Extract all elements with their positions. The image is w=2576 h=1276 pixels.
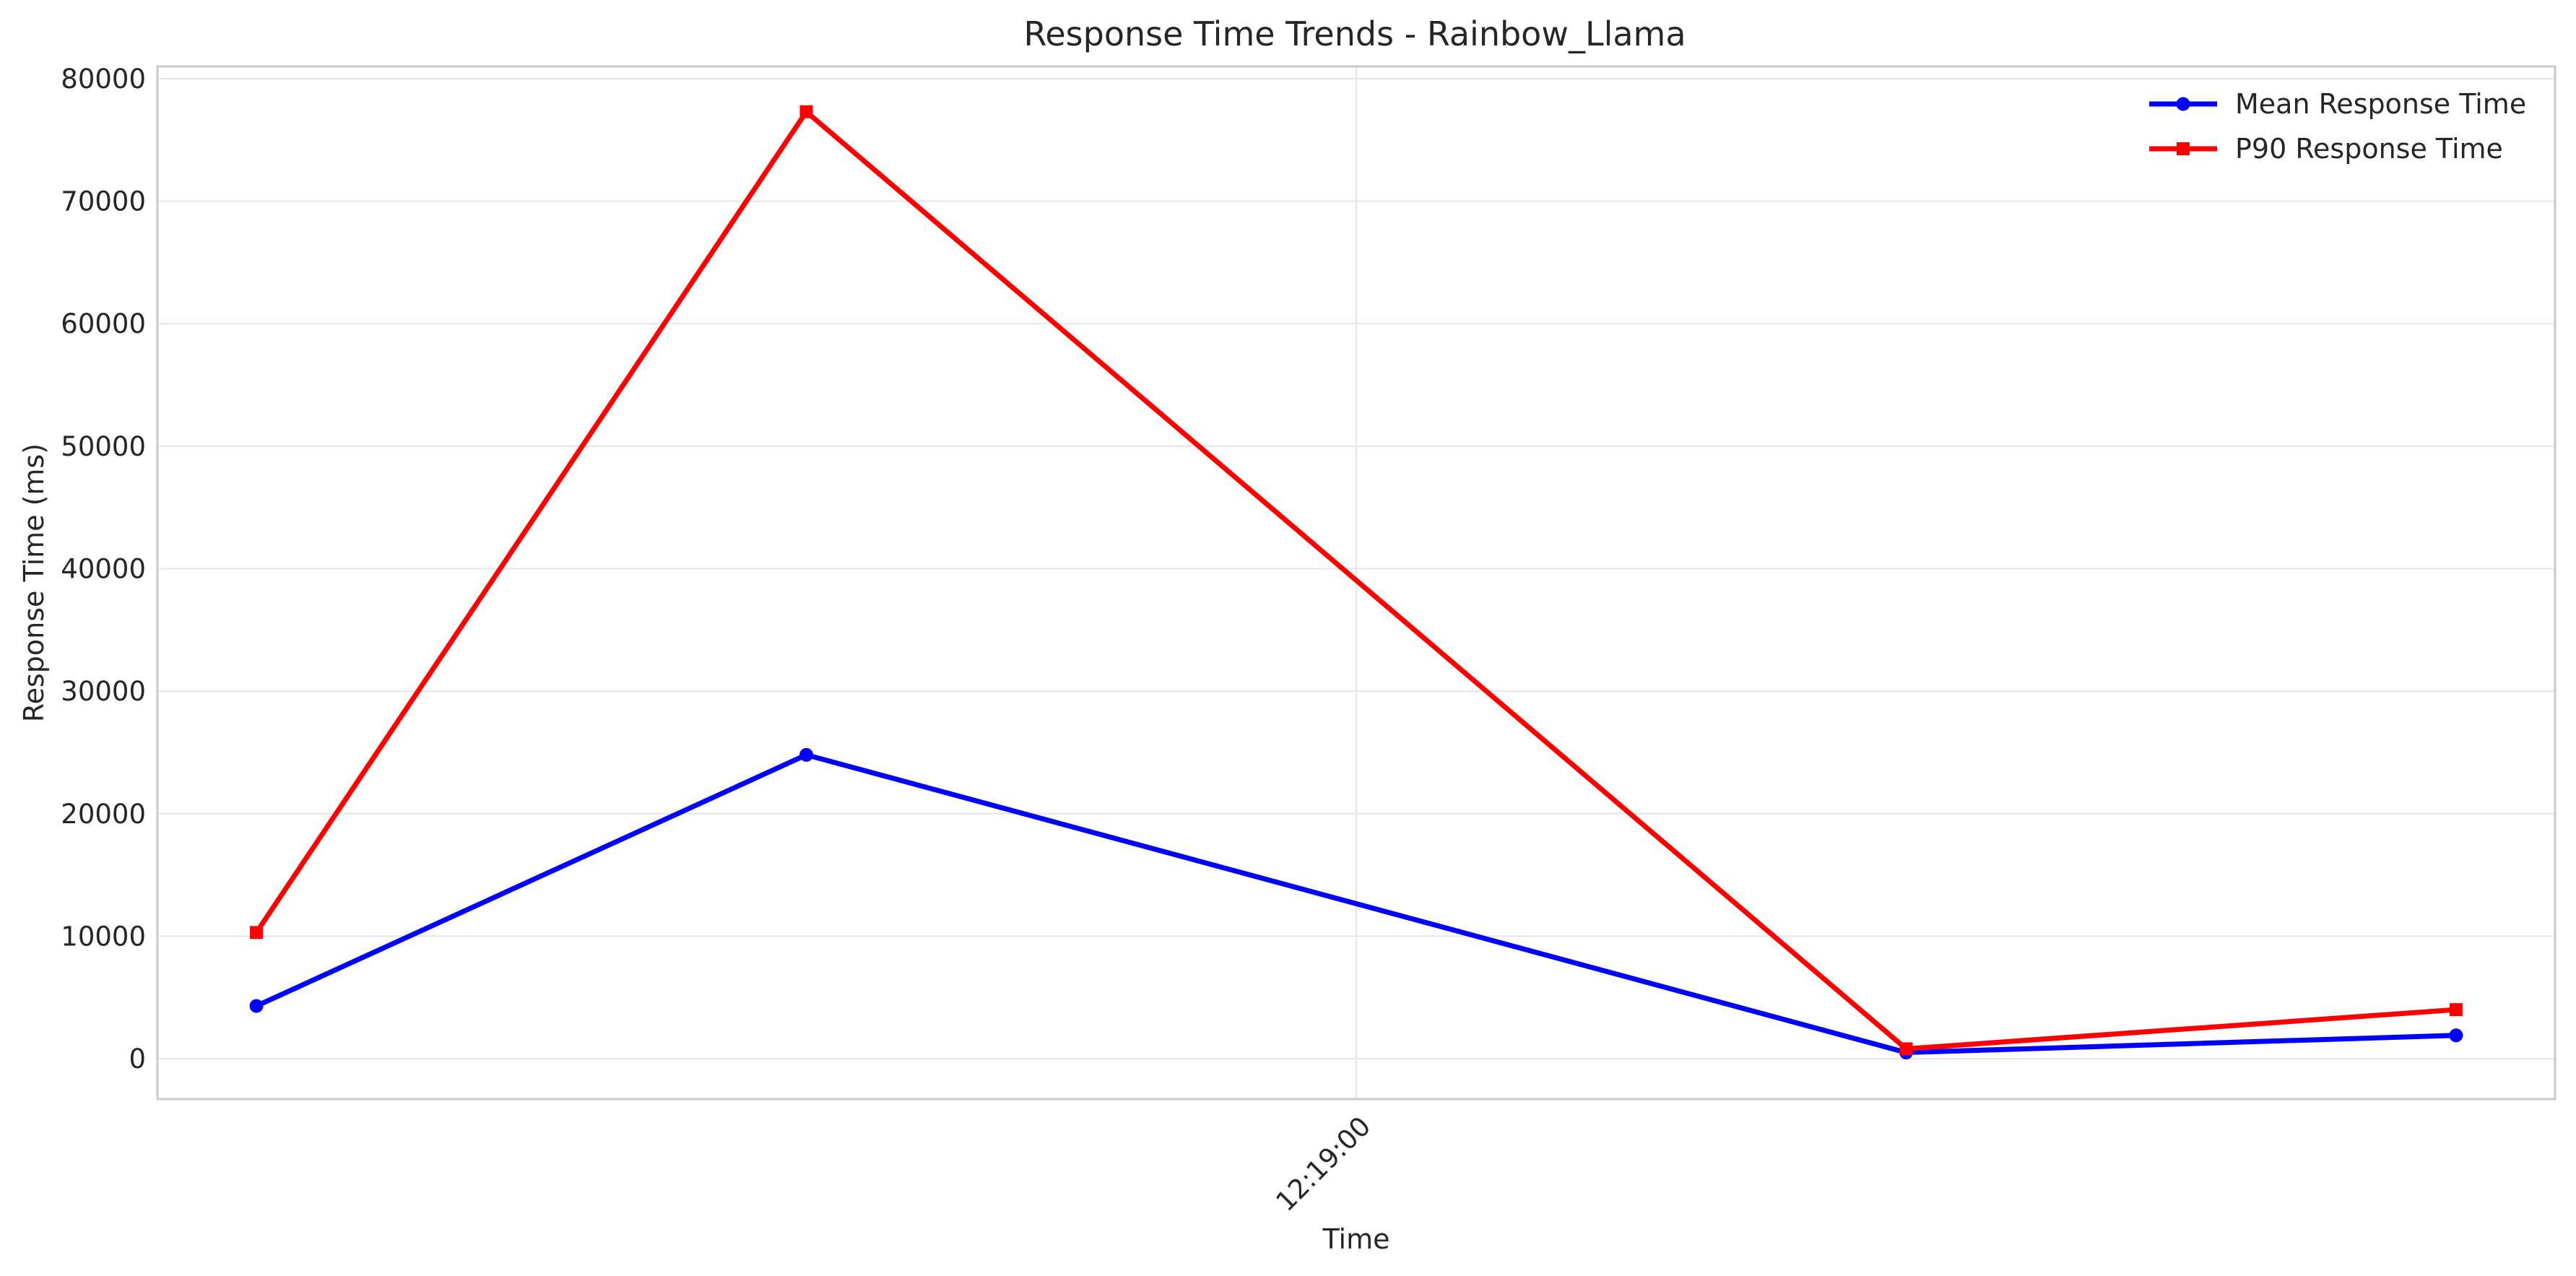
data-point xyxy=(799,747,814,762)
series-mean xyxy=(249,747,2463,1060)
data-point xyxy=(250,926,264,939)
legend-marker xyxy=(2177,142,2190,155)
series-layer xyxy=(249,105,2463,1060)
y-tick-label: 30000 xyxy=(61,676,146,707)
y-tick-label: 10000 xyxy=(61,921,146,952)
legend-item: P90 Response Time xyxy=(2149,133,2503,165)
data-point xyxy=(1899,1042,1913,1056)
y-tick-label: 0 xyxy=(129,1043,146,1075)
plot-frame xyxy=(156,65,2557,1101)
legend-label: P90 Response Time xyxy=(2235,133,2503,165)
y-tick-label: 20000 xyxy=(61,799,146,830)
legend-label: Mean Response Time xyxy=(2235,88,2526,120)
data-point xyxy=(799,105,813,118)
chart-title: Response Time Trends - Rainbow_Llama xyxy=(1023,14,1686,53)
legend-item: Mean Response Time xyxy=(2149,88,2526,120)
series-line xyxy=(254,109,2457,1051)
grid-layer xyxy=(157,66,2555,1099)
legend-marker xyxy=(2176,97,2190,111)
y-axis-label: Response Time (ms) xyxy=(18,443,50,722)
y-tick-label: 40000 xyxy=(61,553,146,584)
legend: Mean Response Time P90 Response Time xyxy=(2149,88,2526,165)
data-point xyxy=(2449,1003,2463,1017)
y-tick-labels: 0 10000 20000 30000 40000 50000 60000 70000 8000… xyxy=(61,64,146,1075)
y-tick-label: 70000 xyxy=(61,186,146,217)
y-tick-label: 50000 xyxy=(61,431,146,462)
y-tick-label: 60000 xyxy=(61,308,146,339)
data-point xyxy=(249,999,264,1013)
series-line xyxy=(255,752,2457,1056)
series-p90 xyxy=(250,105,2463,1056)
y-tick-label: 80000 xyxy=(61,64,146,95)
data-point xyxy=(2449,1028,2463,1043)
x-axis-label: Time xyxy=(1322,1223,1390,1255)
